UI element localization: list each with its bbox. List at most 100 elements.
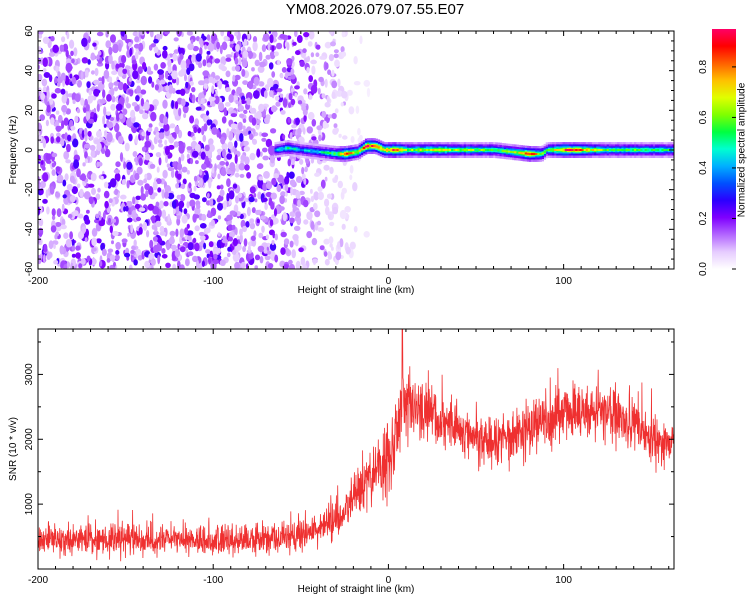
spectrogram-cell: [129, 264, 133, 269]
spectrogram-cell: [91, 187, 96, 195]
spectrogram-ridge-cell: [486, 149, 490, 151]
spectrogram-cell: [308, 75, 314, 83]
spectrogram-cell: [219, 184, 224, 190]
spectrogram-cell: [46, 104, 51, 113]
spectrogram-ridge-cell: [598, 149, 601, 151]
spectrogram-cell: [71, 186, 79, 195]
spectrogram-cell: [42, 198, 48, 204]
spectrogram-ridge-cell: [602, 149, 605, 151]
spectrogram-cell: [189, 115, 195, 124]
spectrogram-cell: [113, 86, 119, 92]
spectrogram-cell: [214, 58, 221, 64]
spectrogram-cell: [192, 45, 199, 52]
spectrogram-cell: [282, 211, 287, 222]
spectrogram-ridge-cell: [606, 149, 610, 151]
spectrogram-cell: [288, 102, 292, 108]
spectrogram-cell: [314, 172, 321, 177]
spectrogram-cell: [131, 209, 137, 219]
spectrogram-ridge-cell: [468, 149, 471, 151]
spectrogram-cell: [59, 44, 65, 52]
spectrogram-cell: [209, 250, 213, 258]
spectrogram-cell: [323, 164, 330, 171]
spectrogram-cell: [246, 97, 251, 106]
spectrogram-cell: [253, 90, 260, 99]
spectrogram-cell: [93, 79, 100, 86]
spectrogram-cell: [178, 46, 181, 53]
spectrogram-cell: [296, 35, 303, 43]
spectrogram-cell: [217, 215, 222, 220]
spectrogram-cell: [265, 54, 271, 60]
spectrogram-cell: [232, 253, 240, 262]
spectrogram-cell: [165, 262, 171, 268]
spectrogram-ridge-cell: [449, 149, 452, 151]
spectrogram-cell: [236, 86, 242, 95]
spectrogram-cell: [96, 142, 102, 152]
spectrogram-cell: [199, 235, 206, 241]
spectrogram-cell: [265, 138, 273, 148]
spectrogram-ridge-cell: [568, 149, 572, 151]
spectrogram-cell: [40, 180, 46, 189]
spectrogram-ridge-cell: [295, 148, 299, 151]
spectrogram-ridge-cell: [419, 149, 423, 151]
spectrogram-cell: [366, 87, 371, 98]
spectrogram-cell: [177, 163, 183, 171]
spectrogram-cell: [74, 93, 81, 103]
spectrogram-cell: [165, 155, 168, 164]
spectrogram-cell: [179, 53, 184, 60]
spectrogram-cell: [234, 74, 241, 81]
spectrogram-cell: [261, 132, 269, 138]
spectrogram-cell: [145, 172, 152, 181]
spectrogram-cell: [103, 69, 110, 79]
spectrogram-cell: [293, 198, 297, 205]
spectrogram-ridge-cell: [533, 153, 536, 155]
spectrogram-cell: [280, 110, 286, 115]
spectrogram-cell: [334, 108, 339, 114]
spectrogram-cell: [135, 135, 138, 144]
spectrogram-cell: [253, 193, 257, 198]
spectrogram-cell: [258, 176, 263, 181]
spectrogram-cell: [239, 173, 245, 178]
spectrogram-cell: [51, 162, 56, 168]
spectrogram-cell: [234, 172, 240, 178]
spectrogram-ridge-cell: [535, 153, 538, 155]
spectrogram-cell: [128, 133, 133, 142]
spectrogram-ridge-cell: [280, 148, 284, 150]
spectrogram-ridge-cell: [390, 149, 393, 151]
spectrogram-ridge-cell: [541, 152, 544, 155]
spectrogram-ridge-cell: [585, 149, 589, 151]
spectrogram-cell: [244, 164, 250, 171]
spectrogram-cell: [167, 64, 172, 74]
spectrogram-cell: [331, 112, 337, 120]
spectrogram-cell: [171, 78, 177, 84]
spectrogram-cell: [49, 186, 55, 195]
spectrogram-cell: [276, 184, 282, 193]
spectrogram-cell: [42, 57, 48, 67]
spectrogram-cell: [53, 260, 59, 265]
spectrogram-cell: [225, 54, 233, 59]
y-tick-label: 60: [24, 25, 35, 37]
spectrogram-cell: [63, 264, 68, 269]
spectrogram-cell: [135, 195, 141, 200]
spectrogram-cell: [97, 187, 101, 193]
spectrogram-ridge-cell: [510, 150, 513, 153]
spectrogram-cell: [156, 78, 161, 85]
spectrogram-cell: [158, 143, 163, 148]
spectrogram-cell: [38, 232, 43, 237]
spectrogram-cell: [168, 237, 175, 245]
spectrogram-cell: [251, 207, 256, 214]
spectrogram-cell: [192, 237, 197, 244]
spectrogram-cell: [113, 169, 121, 174]
spectrogram-cell: [125, 65, 131, 70]
spectrogram-cell: [262, 33, 270, 42]
spectrogram-cell: [328, 31, 334, 35]
spectrogram-cell: [62, 43, 69, 52]
spectrogram-ridge-cell: [333, 152, 336, 155]
spectrogram-ridge-cell: [552, 149, 555, 151]
spectrogram-cell: [50, 225, 57, 233]
spectrogram-cell: [55, 110, 60, 115]
spectrogram-cell: [310, 158, 315, 164]
spectrogram-cell: [287, 158, 292, 167]
spectrogram-cell: [232, 183, 238, 189]
spectrogram-cell: [314, 210, 321, 218]
spectrogram-cell: [112, 43, 119, 54]
